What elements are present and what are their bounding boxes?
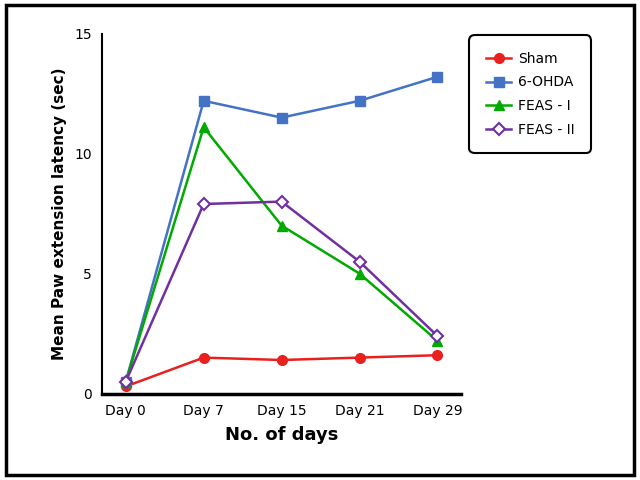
X-axis label: No. of days: No. of days (225, 426, 339, 444)
Legend: Sham, 6-OHDA, FEAS - I, FEAS - II: Sham, 6-OHDA, FEAS - I, FEAS - II (475, 40, 586, 148)
Y-axis label: Mean Paw extension latency (sec): Mean Paw extension latency (sec) (52, 67, 67, 360)
